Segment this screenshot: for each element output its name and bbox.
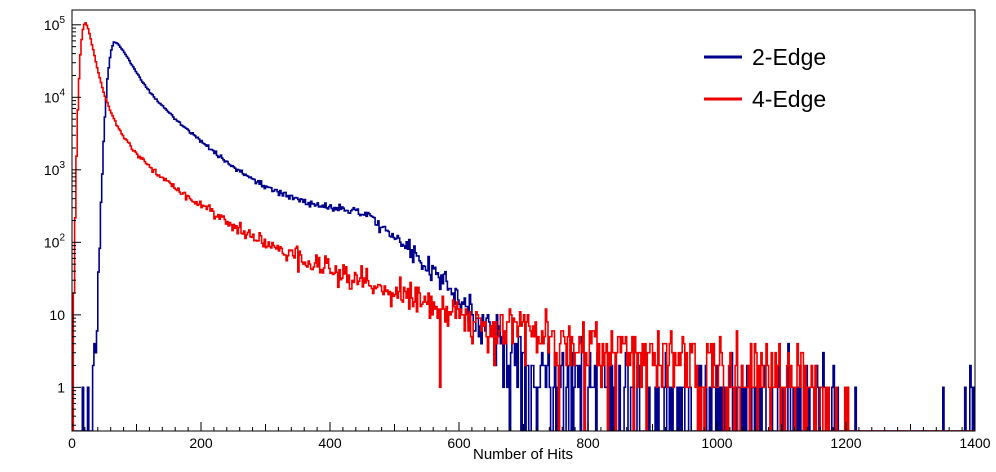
series-lines [72,22,975,431]
x-tick-label: 800 [576,435,600,451]
legend-label-2edge: 2-Edge [752,44,826,70]
x-tick-label: 0 [68,435,76,451]
y-tick-label: 103 [44,160,66,178]
frame-border [71,9,976,432]
plot-frame [71,9,976,432]
x-axis-title: Number of Hits [473,446,573,463]
legend-label-4edge: 4-Edge [752,86,826,112]
x-axis: 0 200 400 600 800 1000 1200 1400 [68,422,991,451]
y-tick-label: 1 [57,379,65,395]
x-tick-label: 1000 [701,435,732,451]
y-tick-label: 105 [44,15,66,33]
y-tick-label: 104 [44,87,66,105]
x-tick-label: 600 [447,435,471,451]
x-tick-label: 1200 [830,435,861,451]
x-tick-label: 1400 [959,435,990,451]
legend: 2-Edge 4-Edge [704,44,826,112]
y-axis: 1 10 102 103 104 105 [44,15,81,426]
series-path-4-edge [72,22,975,431]
y-tick-label: 10 [49,307,65,323]
series-path-2-edge [72,41,975,431]
x-tick-label: 200 [189,435,213,451]
y-tick-label: 102 [44,232,66,250]
x-tick-label: 400 [318,435,342,451]
